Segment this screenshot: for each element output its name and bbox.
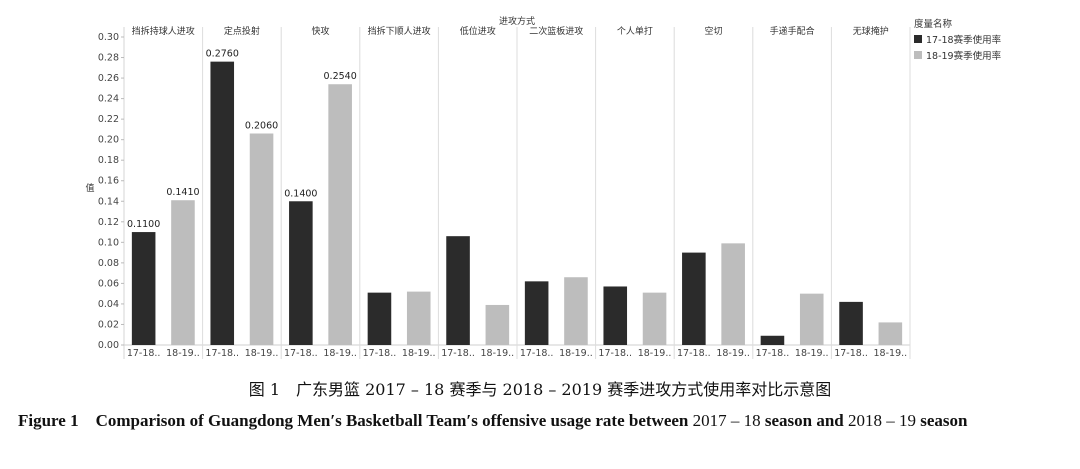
legend-title: 度量名称: [914, 19, 953, 30]
bar: [328, 84, 352, 345]
y-tick-label: 0.04: [98, 299, 119, 310]
bar: [485, 304, 510, 345]
caption-en-part-3: season and: [764, 411, 844, 430]
bar-value-label: 0.2760: [206, 49, 239, 60]
legend-label-18-19: 18-19赛季使用率: [926, 51, 1002, 62]
y-tick-label: 0.22: [98, 114, 119, 125]
y-tick-label: 0.06: [98, 278, 119, 289]
x-tick-label: 18-19..: [638, 348, 672, 359]
bar-value-label: 0.2540: [324, 71, 357, 82]
bar-value-label: 0.2060: [245, 121, 278, 132]
x-tick-label: 17-18..: [205, 348, 239, 359]
bar-value-label: 0.1100: [127, 219, 160, 230]
y-tick-label: 0.08: [98, 258, 119, 269]
bar: [249, 133, 274, 345]
figure-caption-chinese: 图 1 广东男篮 2017 – 18 赛季与 2018 – 2019 赛季进攻方…: [248, 380, 832, 399]
y-tick-label: 0.00: [98, 340, 119, 351]
group-header: 挡拆下顺人进攻: [368, 25, 431, 37]
x-tick-label: 17-18..: [756, 348, 790, 359]
bar: [210, 61, 235, 345]
bar: [603, 286, 628, 345]
x-tick-label: 17-18..: [834, 348, 868, 359]
legend-label-17-18: 17-18赛季使用率: [926, 35, 1002, 46]
bar: [682, 252, 706, 345]
caption-en-part-5: season: [920, 411, 968, 430]
group-header: 手递手配合: [770, 25, 815, 37]
caption-en-part-4: 2018 – 19: [843, 411, 921, 430]
bar: [642, 292, 667, 345]
group-header: 定点投射: [224, 25, 260, 37]
bar: [760, 335, 785, 345]
legend: 度量名称 17-18赛季使用率 18-19赛季使用率: [914, 16, 1001, 62]
x-tick-label: 17-18..: [598, 348, 632, 359]
bar: [367, 292, 392, 345]
group-header: 空切: [704, 25, 722, 37]
bar-value-label: 0.1410: [166, 187, 199, 198]
x-tick-label: 17-18..: [441, 348, 475, 359]
bar: [721, 243, 745, 345]
x-tick-label: 17-18..: [284, 348, 318, 359]
y-tick-label: 0.12: [98, 217, 119, 228]
y-tick-label: 0.18: [98, 155, 119, 166]
bar: [524, 281, 549, 345]
y-tick-label: 0.14: [98, 196, 119, 207]
y-axis-label: 值: [85, 182, 94, 194]
y-tick-label: 0.10: [98, 237, 119, 248]
x-tick-label: 18-19..: [481, 348, 515, 359]
bar: [131, 232, 156, 345]
x-tick-label: 17-18..: [520, 348, 554, 359]
y-tick-label: 0.28: [98, 53, 119, 64]
group-header: 无球掩护: [853, 25, 889, 37]
y-tick-label: 0.24: [98, 94, 119, 105]
group-header: 快攻: [311, 25, 329, 37]
y-tick-label: 0.26: [98, 73, 119, 84]
caption-en-part-2: 2017 – 18: [688, 411, 765, 430]
bar: [171, 200, 195, 345]
x-tick-label: 18-19..: [716, 348, 750, 359]
group-header: 二次篮板进攻: [529, 25, 583, 37]
y-tick-label: 0.30: [98, 32, 119, 43]
bar-value-label: 0.1400: [284, 188, 317, 199]
group-header: 低位进攻: [460, 25, 496, 37]
bar: [839, 301, 863, 345]
bar: [289, 201, 313, 345]
bar: [446, 236, 470, 345]
y-tick-label: 0.16: [98, 176, 119, 187]
x-tick-label: 18-19..: [245, 348, 279, 359]
x-tick-label: 18-19..: [559, 348, 593, 359]
group-header: 个人单打: [617, 25, 653, 37]
bar: [799, 293, 824, 345]
bar: [406, 291, 431, 345]
x-tick-label: 18-19..: [874, 348, 908, 359]
caption-en-part-1: Figure 1 Comparison of Guangdong Men′s B…: [18, 411, 689, 430]
x-tick-label: 18-19..: [166, 348, 200, 359]
y-tick-label: 0.20: [98, 135, 119, 146]
x-tick-label: 17-18..: [363, 348, 397, 359]
x-tick-label: 17-18..: [127, 348, 161, 359]
y-tick-label: 0.02: [98, 319, 119, 330]
x-tick-label: 18-19..: [402, 348, 436, 359]
legend-item-17-18: 17-18赛季使用率: [914, 32, 1001, 46]
figure-caption-english: Figure 1 Comparison of Guangdong Men′s B…: [18, 408, 1068, 434]
bar: [878, 322, 903, 345]
x-tick-label: 18-19..: [323, 348, 357, 359]
x-axis-top-label: 进攻方式: [499, 15, 535, 27]
group-header: 挡拆持球人进攻: [132, 25, 195, 37]
x-tick-label: 17-18..: [677, 348, 711, 359]
bar: [564, 277, 588, 345]
x-tick-label: 18-19..: [795, 348, 829, 359]
legend-swatch-dark: [914, 35, 922, 43]
legend-item-18-19: 18-19赛季使用率: [914, 48, 1001, 62]
legend-swatch-light: [914, 51, 922, 59]
